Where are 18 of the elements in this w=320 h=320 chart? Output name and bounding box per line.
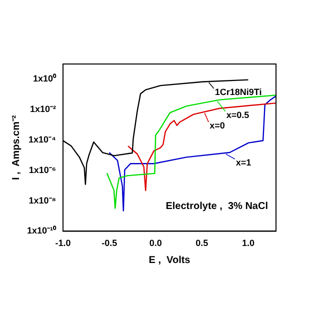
x-axis-title: E , Volts [148, 254, 191, 266]
y-tick-label: 1x10⁻⁸ [28, 195, 56, 206]
y-tick-label: 1x10⁻¹⁰ [26, 226, 58, 236]
y-axis-title: I , Amps.cm⁻² [10, 114, 22, 180]
x-tick-label: -0.5 [102, 238, 118, 248]
y-tick-label: 1x10⁻⁶ [28, 164, 56, 175]
y-tick-label: 1x10⁻⁴ [28, 134, 56, 144]
annotation: Electrolyte , 3% NaCl [166, 201, 268, 212]
x-tick-label: 1.0 [242, 238, 254, 248]
x-tick-label: 0.0 [149, 238, 162, 248]
legend-label: x=0 [210, 120, 225, 131]
legend-label: 1Cr18Ni9Ti [214, 87, 262, 98]
x-tick-label: -1.0 [55, 238, 71, 248]
legend-label: x=0.5 [226, 110, 250, 120]
y-tick-label: 1x10⁻² [30, 104, 56, 114]
x-tick-label: 0.5 [196, 238, 208, 248]
y-tick-label: 1x10⁰ [32, 74, 58, 84]
legend-label: x=1 [236, 158, 252, 168]
